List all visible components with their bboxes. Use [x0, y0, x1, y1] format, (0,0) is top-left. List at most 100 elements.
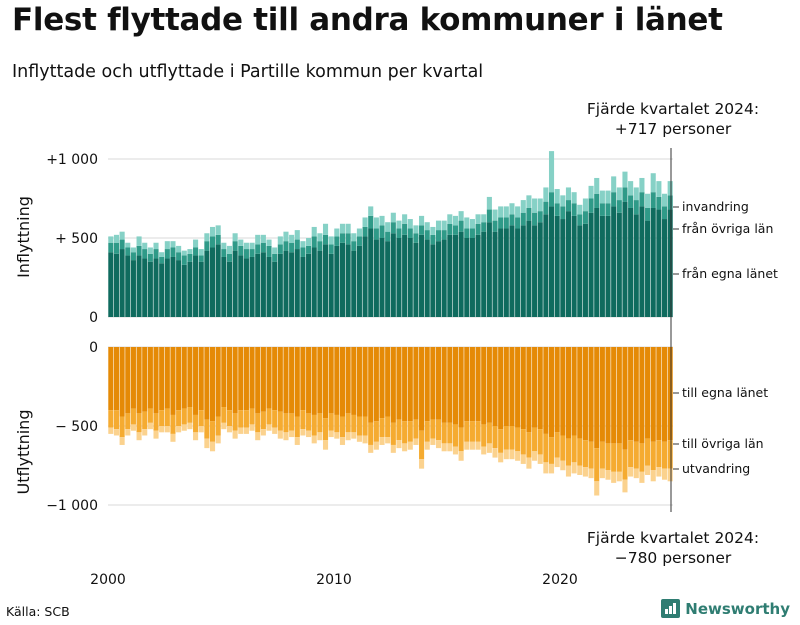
- bar-in-abroad: [339, 223, 346, 234]
- bar-out-other: [260, 411, 266, 430]
- bar-in-other: [554, 203, 560, 216]
- bar-out-county: [611, 347, 617, 444]
- brand-logo[interactable]: Newsworthy: [661, 599, 790, 618]
- bar-out-other: [458, 427, 464, 452]
- bar-in-other: [469, 228, 475, 238]
- bar-out-abroad: [170, 433, 176, 442]
- bar-out-abroad: [322, 440, 329, 450]
- bar-in-county: [238, 255, 244, 317]
- bar-in-other: [289, 242, 295, 253]
- annotation-top-line2: +717 personer: [615, 120, 732, 138]
- bar-out-county: [108, 347, 114, 411]
- bar-out-other: [509, 426, 515, 450]
- bar-in-other: [571, 203, 577, 216]
- bar-out-abroad: [594, 481, 600, 496]
- bar-out-other: [650, 441, 656, 471]
- bar-in-county: [306, 253, 312, 317]
- bar-in-other: [486, 209, 492, 223]
- bar-in-other: [181, 255, 187, 265]
- bar-in-abroad: [645, 193, 651, 208]
- bar-in-abroad: [560, 195, 566, 207]
- bar-out-abroad: [571, 462, 577, 474]
- bar-in-abroad: [532, 198, 538, 213]
- bar-out-county: [243, 347, 249, 411]
- bar-in-other: [537, 211, 543, 223]
- bar-out-abroad: [526, 457, 532, 469]
- bar-out-county: [317, 347, 323, 414]
- bar-in-abroad: [311, 226, 317, 237]
- bar-out-abroad: [628, 467, 634, 477]
- bar-in-county: [435, 241, 442, 317]
- bar-out-abroad: [424, 441, 430, 450]
- bar-in-county: [577, 225, 583, 317]
- bar-in-other: [130, 252, 136, 261]
- bar-in-other: [577, 214, 583, 226]
- bar-in-abroad: [498, 206, 504, 218]
- bar-out-county: [419, 347, 425, 431]
- bar-out-county: [136, 347, 142, 414]
- bar-in-county: [633, 214, 639, 317]
- bar-in-county: [447, 234, 453, 317]
- bar-in-other: [277, 244, 283, 254]
- bar-out-county: [498, 347, 504, 430]
- bar-out-county: [560, 347, 566, 436]
- bar-out-county: [594, 347, 600, 449]
- bar-in-other: [368, 215, 374, 229]
- bar-out-county: [283, 347, 289, 414]
- bar-out-abroad: [300, 429, 306, 436]
- bar-in-county: [221, 256, 227, 317]
- bar-out-other: [526, 432, 532, 458]
- bar-out-county: [622, 347, 628, 450]
- brand-name: Newsworthy: [685, 599, 790, 618]
- bar-in-abroad: [334, 228, 340, 237]
- bar-in-county: [317, 250, 323, 317]
- bar-in-abroad: [119, 231, 125, 240]
- bar-in-county: [419, 234, 425, 317]
- bar-in-abroad: [255, 234, 261, 245]
- bar-in-county: [565, 211, 572, 317]
- bar-out-abroad: [187, 422, 193, 430]
- bar-in-other: [119, 239, 125, 250]
- bar-out-county: [379, 347, 385, 419]
- bar-in-county: [661, 219, 668, 317]
- bar-in-other: [532, 212, 538, 226]
- bar-out-abroad: [622, 479, 628, 493]
- top-ytick-label: + 500: [55, 231, 98, 247]
- bar-out-abroad: [447, 443, 453, 452]
- bar-in-county: [283, 250, 289, 317]
- bar-out-other: [599, 441, 605, 469]
- bar-in-county: [611, 206, 617, 317]
- bar-in-county: [464, 238, 470, 317]
- bar-out-other: [266, 408, 272, 425]
- bar-out-abroad: [407, 441, 413, 450]
- bar-out-county: [492, 347, 498, 426]
- bar-out-county: [656, 347, 662, 441]
- bar-in-other: [362, 226, 368, 237]
- bar-in-county: [136, 255, 142, 317]
- bar-out-other: [616, 443, 622, 472]
- bar-out-abroad: [317, 432, 323, 441]
- bar-out-county: [147, 347, 153, 409]
- bar-out-other: [373, 421, 379, 442]
- bar-in-other: [407, 228, 413, 238]
- bar-out-other: [317, 413, 323, 433]
- bar-out-county: [249, 347, 255, 409]
- bar-out-county: [125, 347, 131, 414]
- bar-in-other: [560, 206, 566, 220]
- bar-in-county: [125, 255, 131, 317]
- bar-in-abroad: [164, 241, 170, 250]
- bar-in-county: [616, 212, 622, 317]
- bar-in-county: [526, 220, 532, 317]
- bar-out-abroad: [588, 468, 594, 479]
- bar-out-other: [164, 408, 170, 426]
- bar-in-county: [452, 234, 459, 317]
- bar-in-county: [193, 255, 199, 317]
- grid-lines: [108, 158, 673, 506]
- bar-in-other: [153, 249, 159, 259]
- bar-out-county: [390, 347, 396, 423]
- bar-out-county: [294, 347, 300, 417]
- bar-out-abroad: [509, 449, 515, 460]
- bar-in-other: [390, 222, 396, 234]
- bar-in-abroad: [176, 245, 182, 253]
- bar-out-abroad: [373, 441, 379, 450]
